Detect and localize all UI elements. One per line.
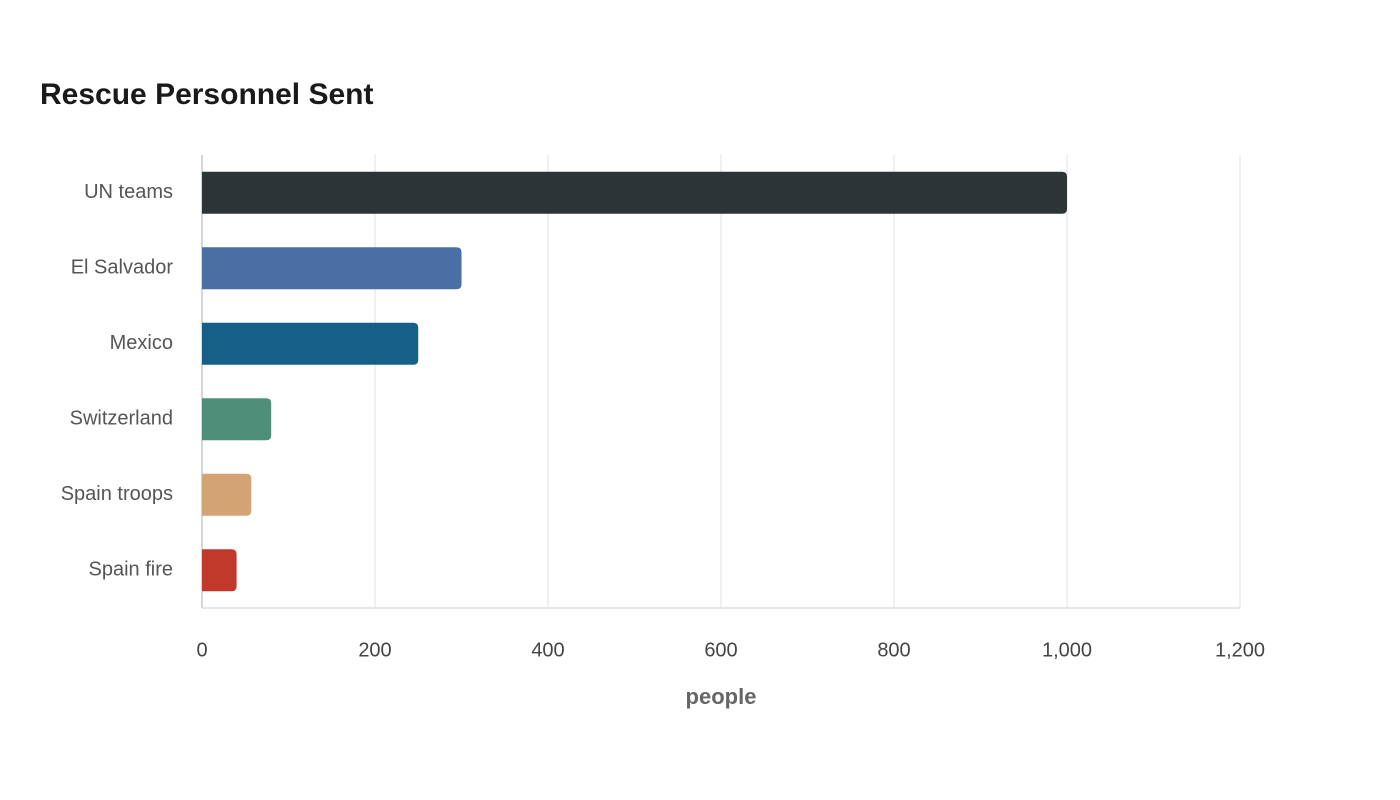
bar xyxy=(202,473,252,516)
y-tick-label: Mexico xyxy=(110,332,173,354)
bar xyxy=(202,322,419,365)
bar xyxy=(202,171,1067,214)
y-tick-label: UN teams xyxy=(84,181,173,203)
x-tick-label: 200 xyxy=(358,639,391,661)
x-tick-label: 1,000 xyxy=(1042,639,1092,661)
chart-title: Rescue Personnel Sent xyxy=(40,78,373,111)
x-tick-label: 800 xyxy=(877,639,910,661)
x-tick-label: 600 xyxy=(704,639,737,661)
x-axis-title: people xyxy=(686,684,757,709)
y-tick-label: Spain troops xyxy=(61,483,173,505)
y-tick-label: Switzerland xyxy=(70,408,173,430)
y-tick-label: El Salvador xyxy=(71,257,174,279)
bar xyxy=(202,398,272,441)
y-tick-label: Spain fire xyxy=(89,559,174,581)
x-tick-label: 0 xyxy=(196,639,207,661)
bar xyxy=(202,549,237,592)
x-tick-label: 400 xyxy=(531,639,564,661)
x-tick-label: 1,200 xyxy=(1215,639,1265,661)
bar xyxy=(202,247,462,290)
